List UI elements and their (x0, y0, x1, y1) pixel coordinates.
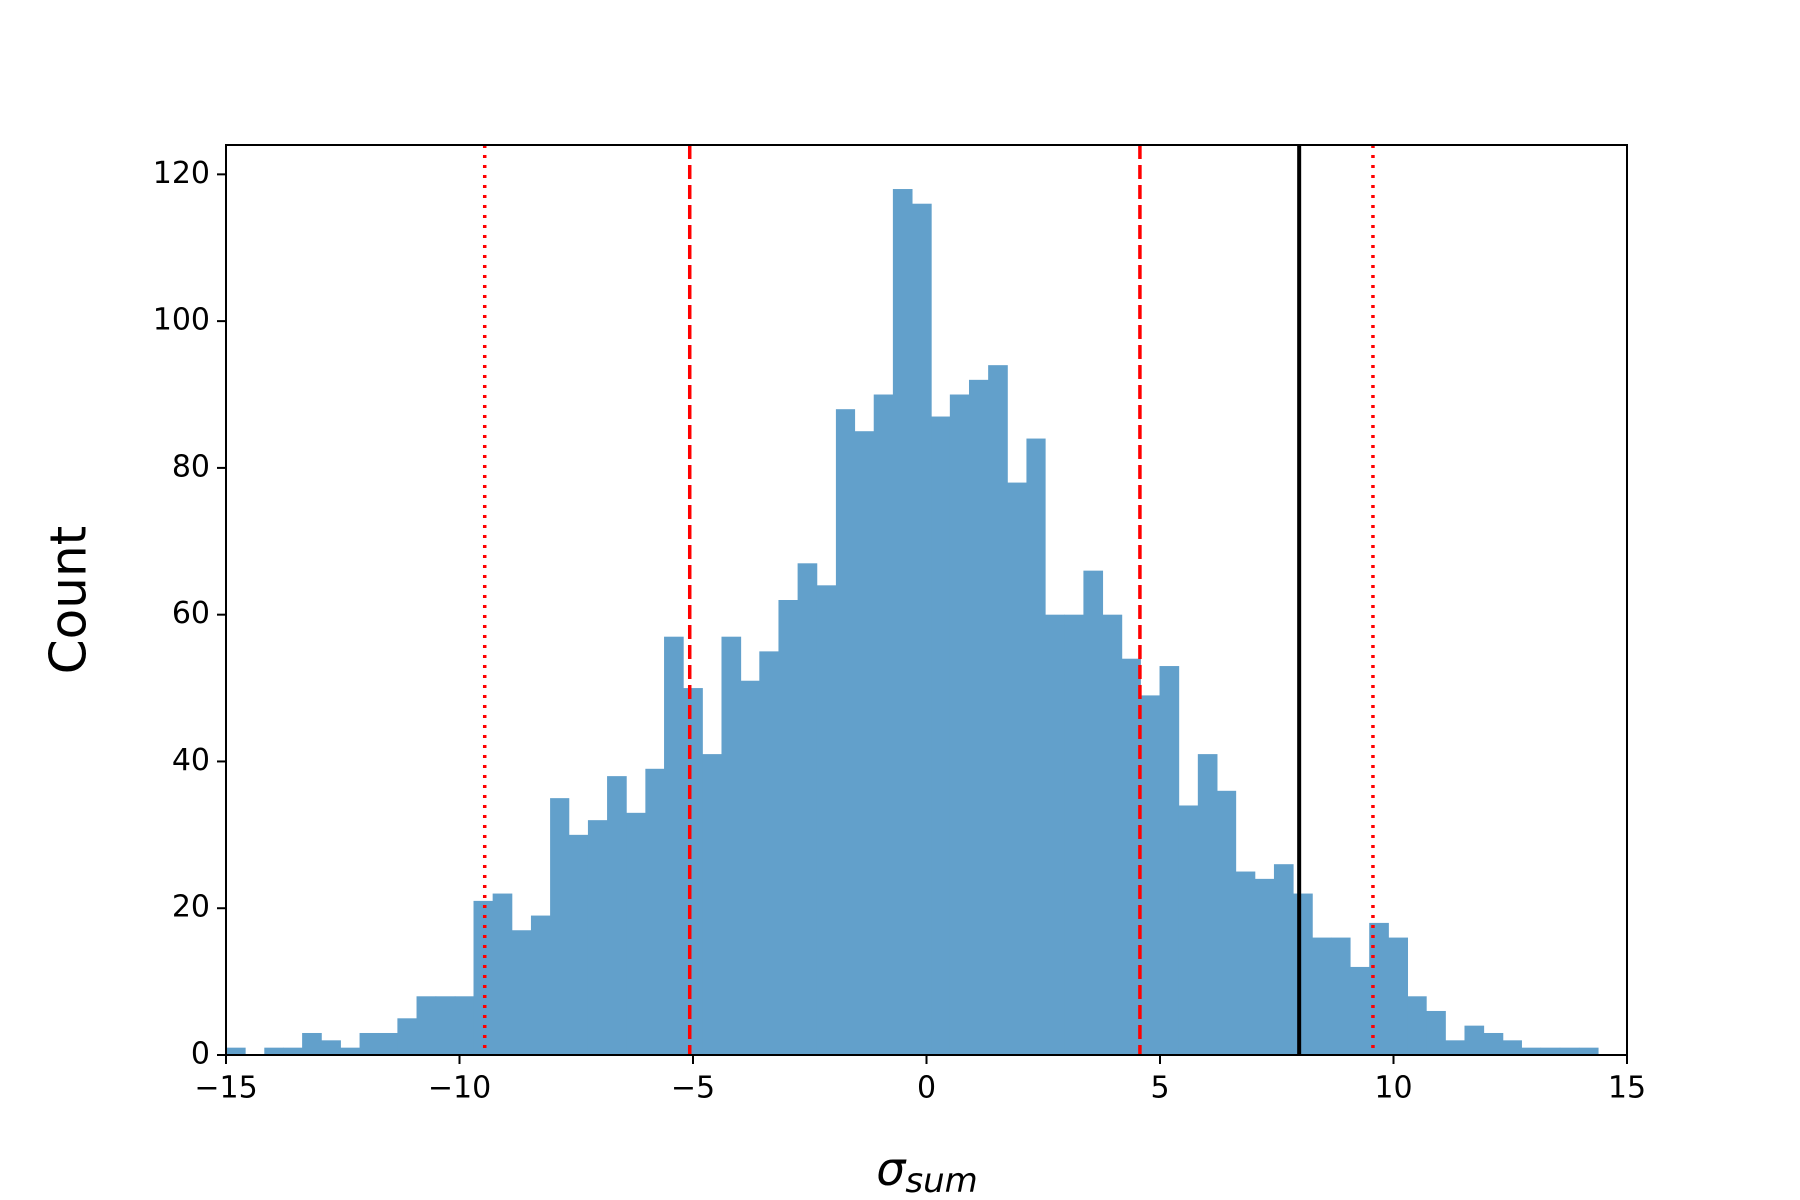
bar (702, 754, 722, 1055)
bar (740, 680, 760, 1055)
bar (1254, 878, 1275, 1055)
bar (492, 893, 513, 1055)
bar (1540, 1047, 1561, 1055)
bar (1026, 438, 1046, 1055)
bar (949, 394, 970, 1056)
bar (435, 996, 456, 1055)
bar (302, 1032, 322, 1055)
y-tick-label: 0 (191, 1037, 210, 1072)
bar (1388, 937, 1409, 1055)
bar (416, 996, 437, 1055)
bar (1235, 871, 1256, 1055)
bar (1045, 614, 1065, 1055)
bar (1102, 614, 1123, 1055)
bar (873, 394, 894, 1056)
bar (1483, 1032, 1504, 1055)
x-tick-label: −15 (194, 1071, 257, 1106)
x-tick-label: 15 (1608, 1071, 1646, 1106)
bar (1559, 1047, 1580, 1055)
bar (1064, 614, 1084, 1055)
bar (988, 365, 1008, 1056)
bar (1407, 996, 1427, 1055)
bar (454, 996, 475, 1055)
bar (645, 768, 665, 1055)
y-tick-label: 120 (153, 156, 210, 191)
bar (1426, 1010, 1446, 1055)
bar (626, 812, 646, 1055)
bar (1159, 666, 1180, 1055)
bar (835, 409, 856, 1055)
y-tick-label: 100 (153, 303, 210, 338)
bar (1178, 805, 1199, 1055)
bar (397, 1018, 418, 1055)
bar (816, 585, 837, 1055)
bar (854, 431, 875, 1055)
bar (1293, 893, 1313, 1055)
x-tick-label: −10 (428, 1071, 491, 1106)
bar (550, 798, 570, 1055)
x-tick-label: 5 (1150, 1071, 1169, 1106)
bar (1140, 695, 1161, 1055)
bar (264, 1047, 284, 1055)
bar (892, 189, 913, 1056)
y-axis-label: Count (40, 526, 98, 675)
x-tick-label: 0 (917, 1071, 936, 1106)
bar (321, 1040, 341, 1055)
bar (226, 1047, 246, 1055)
bar (511, 930, 532, 1055)
y-tick-label: 20 (172, 890, 210, 925)
bar (1445, 1040, 1465, 1055)
bar (1521, 1047, 1542, 1055)
bar (1216, 790, 1237, 1055)
x-tick-label: 10 (1374, 1071, 1412, 1106)
bar (1273, 864, 1294, 1055)
bar (530, 915, 551, 1055)
bar (340, 1047, 361, 1055)
bar (797, 563, 818, 1055)
bar (912, 203, 932, 1056)
y-tick-label: 60 (172, 596, 210, 631)
bar (931, 416, 951, 1056)
bar (1350, 966, 1370, 1055)
bar (683, 688, 703, 1055)
x-axis-symbol: σ (876, 1142, 907, 1196)
bar (759, 651, 779, 1055)
bar (1464, 1025, 1485, 1055)
bar (968, 379, 989, 1055)
bar (568, 834, 589, 1055)
bar (1197, 754, 1218, 1055)
x-axis-subscript: sum (905, 1161, 977, 1200)
bar (359, 1032, 379, 1055)
x-axis-label: σsum (876, 1142, 978, 1200)
bar (778, 600, 799, 1055)
bar (1330, 937, 1351, 1055)
bar (1578, 1047, 1599, 1055)
bar (282, 1047, 303, 1055)
bar (1121, 658, 1141, 1055)
y-tick-label: 40 (172, 743, 210, 778)
x-tick-label: −5 (671, 1071, 715, 1106)
bar (1502, 1040, 1522, 1055)
bar (1312, 937, 1332, 1055)
y-tick-label: 80 (172, 449, 210, 484)
bar (587, 820, 608, 1055)
bar (1007, 482, 1027, 1055)
bar (378, 1032, 398, 1055)
bar (721, 636, 742, 1055)
bar (664, 636, 684, 1055)
bar (607, 776, 627, 1055)
bar (1083, 570, 1104, 1055)
